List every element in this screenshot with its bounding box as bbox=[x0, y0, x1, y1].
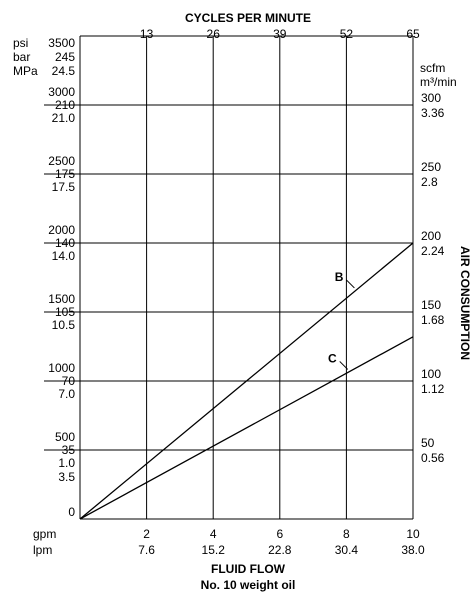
bottom-lpm-tick-label: 7.6 bbox=[138, 543, 155, 557]
left-tick-label: 140 bbox=[55, 236, 75, 250]
bottom-axis-title: FLUID FLOW bbox=[211, 562, 286, 576]
left-unit-bar: bar bbox=[13, 50, 30, 64]
right-tick-label: 2.24 bbox=[421, 244, 445, 258]
right-tick-label: 3.36 bbox=[421, 106, 445, 120]
series-label-b: B bbox=[335, 270, 344, 284]
bottom-lpm-tick-label: 15.2 bbox=[202, 543, 226, 557]
left-tick-label: 1.0 bbox=[58, 456, 75, 470]
left-tick-label: 70 bbox=[62, 374, 76, 388]
chart-subtitle: No. 10 weight oil bbox=[201, 578, 296, 592]
left-top-mpa: 24.5 bbox=[52, 64, 76, 78]
right-tick-label: 0.56 bbox=[421, 451, 445, 465]
left-unit-psi: psi bbox=[13, 36, 28, 50]
top-tick-label: 39 bbox=[273, 27, 287, 41]
left-tick-label: 105 bbox=[55, 305, 75, 319]
left-tick-label: 2000 bbox=[48, 223, 75, 237]
top-tick-label: 26 bbox=[207, 27, 221, 41]
top-tick-label: 52 bbox=[340, 27, 354, 41]
series-lines: BC bbox=[79, 242, 414, 520]
left-tick-label: 14.0 bbox=[52, 249, 76, 263]
left-tick-label: 10.5 bbox=[52, 318, 76, 332]
left-tick-label: 1000 bbox=[48, 361, 75, 375]
left-tick-label: 3000 bbox=[48, 85, 75, 99]
left-tick-label: 0 bbox=[68, 505, 75, 519]
bottom-unit-gpm: gpm bbox=[33, 527, 56, 541]
right-tick-label: 250 bbox=[421, 160, 441, 174]
left-tick-label: 210 bbox=[55, 98, 75, 112]
left-tick-label: 500 bbox=[55, 430, 75, 444]
series-line-b bbox=[79, 242, 414, 520]
bottom-gpm-tick-label: 10 bbox=[406, 527, 420, 541]
right-tick-label: 200 bbox=[421, 229, 441, 243]
left-tick-label: 1500 bbox=[48, 292, 75, 306]
bottom-lpm-tick-label: 22.8 bbox=[268, 543, 292, 557]
right-tick-label: 100 bbox=[421, 367, 441, 381]
series-label-c: C bbox=[328, 351, 337, 365]
left-tick-label: 35 bbox=[62, 443, 76, 457]
left-top-psi: 3500 bbox=[48, 36, 75, 50]
right-unit-m3min: m³/min bbox=[420, 75, 457, 89]
bottom-gpm-tick-label: 4 bbox=[210, 527, 217, 541]
bottom-lpm-tick-label: 38.0 bbox=[401, 543, 425, 557]
right-tick-label: 2.8 bbox=[421, 175, 438, 189]
right-unit-scfm: scfm bbox=[420, 61, 445, 75]
bottom-gpm-tick-label: 8 bbox=[343, 527, 350, 541]
left-top-bar: 245 bbox=[55, 50, 75, 64]
right-tick-label: 1.12 bbox=[421, 382, 445, 396]
left-tick-label: 17.5 bbox=[52, 180, 76, 194]
series-label-leader bbox=[339, 361, 349, 370]
right-axis-title: AIR CONSUMPTION bbox=[458, 246, 472, 360]
right-tick-label: 50 bbox=[421, 436, 435, 450]
top-tick-label: 65 bbox=[406, 27, 420, 41]
right-tick-label: 300 bbox=[421, 91, 441, 105]
series-line-c bbox=[79, 336, 414, 520]
grid bbox=[44, 35, 414, 520]
left-tick-label: 2500 bbox=[48, 154, 75, 168]
right-tick-label: 150 bbox=[421, 298, 441, 312]
top-axis-title: CYCLES PER MINUTE bbox=[185, 11, 311, 25]
left-unit-mpa: MPa bbox=[13, 64, 38, 78]
left-tick-label: 21.0 bbox=[52, 111, 76, 125]
bottom-gpm-tick-label: 6 bbox=[276, 527, 283, 541]
right-tick-label: 1.68 bbox=[421, 313, 445, 327]
top-tick-label: 13 bbox=[140, 27, 154, 41]
left-tick-label: 7.0 bbox=[58, 387, 75, 401]
bottom-tick-labels: 2 4 6 8 10 7.6 15.2 22.8 30.4 38.0 bbox=[138, 527, 425, 557]
top-ticks: 13 26 39 52 65 bbox=[140, 27, 420, 41]
bottom-gpm-tick-label: 2 bbox=[143, 527, 150, 541]
bottom-unit-lpm: lpm bbox=[33, 543, 52, 557]
left-tick-label: 175 bbox=[55, 167, 75, 181]
series-label-leader bbox=[346, 279, 355, 289]
left-tick-label: 3.5 bbox=[58, 470, 75, 484]
bottom-lpm-tick-label: 30.4 bbox=[335, 543, 359, 557]
